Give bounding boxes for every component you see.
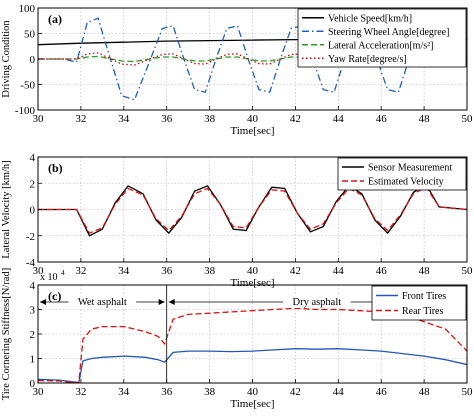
y-multiplier-exponent: 4 <box>61 268 65 277</box>
y-multiplier: x 10 <box>40 272 58 283</box>
series-line-2 <box>38 186 467 234</box>
y-tick-label: -100 <box>15 105 36 117</box>
annotation-label: Wet asphalt <box>78 297 127 308</box>
panel-label: (b) <box>48 161 63 175</box>
annotation-arrowhead-left <box>40 299 46 305</box>
x-tick-label: 44 <box>333 265 345 277</box>
x-tick-label: 36 <box>161 113 173 125</box>
x-tick-label: 34 <box>118 386 130 398</box>
x-axis-label: Time[sec] <box>230 277 274 289</box>
x-tick-label: 42 <box>290 386 301 398</box>
annotation-arrowhead-right <box>158 299 165 305</box>
x-tick-label: 36 <box>161 265 173 277</box>
y-tick-label: 1 <box>30 354 36 366</box>
x-tick-label: 50 <box>462 265 474 277</box>
y-axis-label: Driving Condition <box>1 20 12 98</box>
y-tick-label: 0 <box>30 54 36 66</box>
legend-entry: Steering Wheel Angle[degree] <box>328 27 449 38</box>
x-tick-label: 46 <box>376 265 388 277</box>
x-tick-label: 48 <box>419 386 431 398</box>
legend-entry: Lateral Acceleration[m/s²] <box>328 40 433 51</box>
series-line-2 <box>38 17 467 101</box>
x-tick-label: 34 <box>118 113 130 125</box>
legend-entry: Rear Tires <box>402 306 444 317</box>
x-axis-label: Time[sec] <box>230 125 274 137</box>
annotation-arrowhead-left <box>168 299 175 305</box>
x-tick-label: 48 <box>419 113 431 125</box>
annotation-label: Dry asphalt <box>292 297 341 308</box>
x-tick-label: 40 <box>247 113 259 125</box>
y-tick-label: -50 <box>20 80 35 92</box>
x-tick-label: 38 <box>204 265 216 277</box>
y-axis-label: Lateral Velocity [km/h] <box>1 160 12 258</box>
y-tick-label: 0 <box>30 205 36 217</box>
chart-panel-2: 30 32 34 36 38 40 42 44 46 48 50-4-2024Time[sec]La… <box>1 152 473 289</box>
x-tick-label: 42 <box>290 113 301 125</box>
annotation-label-bg <box>283 294 351 308</box>
y-tick-label: 3 <box>30 305 36 317</box>
x-tick-label: 50 <box>462 386 474 398</box>
x-tick-label: 30 <box>33 386 45 398</box>
x-axis-label: Time[sec] <box>230 398 274 410</box>
x-tick-label: 46 <box>376 386 388 398</box>
y-tick-label: 100 <box>19 3 36 15</box>
y-tick-label: -2 <box>26 231 35 243</box>
x-tick-label: 48 <box>419 265 431 277</box>
series-line-1 <box>38 348 467 383</box>
legend-box <box>337 157 467 191</box>
x-tick-label: 40 <box>247 386 259 398</box>
x-tick-label: 34 <box>118 265 130 277</box>
y-tick-label: 0 <box>30 378 36 390</box>
y-tick-label: 4 <box>30 152 36 164</box>
y-tick-label: -4 <box>26 257 36 269</box>
x-tick-label: 40 <box>247 265 259 277</box>
y-tick-label: 2 <box>30 178 36 190</box>
x-tick-label: 36 <box>161 386 173 398</box>
legend-box <box>371 285 467 321</box>
x-tick-label: 44 <box>333 113 345 125</box>
y-tick-label: 2 <box>30 329 36 341</box>
y-tick-label: 50 <box>24 29 36 41</box>
x-tick-label: 50 <box>462 113 474 125</box>
x-tick-label: 32 <box>75 113 86 125</box>
panel-label: (c) <box>48 289 61 303</box>
x-tick-label: 42 <box>290 265 301 277</box>
y-tick-label: 4 <box>30 280 36 292</box>
x-tick-label: 32 <box>75 265 86 277</box>
chart-panel-3: 30 32 34 36 38 40 42 44 46 48 5001234Time[sec]Tire… <box>1 268 473 410</box>
y-axis-label: Tire Cornering Stiffness[N/rad] <box>1 268 12 400</box>
x-tick-label: 30 <box>33 113 45 125</box>
chart-panel-1: 30 32 34 36 38 40 42 44 46 48 50 -100 -50 0 50 100 Time[… <box>1 3 473 137</box>
annotation-label-bg <box>68 294 137 308</box>
panel-label: (a) <box>48 12 62 26</box>
legend-box <box>297 8 467 68</box>
x-tick-label: 32 <box>75 386 86 398</box>
legend-entry: Yaw Rate[degree/s] <box>328 54 407 65</box>
x-tick-label: 38 <box>204 113 216 125</box>
x-tick-label: 38 <box>204 386 216 398</box>
x-tick-label: 46 <box>376 113 388 125</box>
x-tick-label: 44 <box>333 386 345 398</box>
legend-entry: Vehicle Speed[km/h] <box>328 13 412 24</box>
x-tick-label: 30 <box>33 265 45 277</box>
legend-entry: Sensor Measurement <box>368 163 452 174</box>
legend-entry: Estimated Velocity <box>368 177 444 188</box>
legend-entry: Front Tires <box>402 291 446 302</box>
